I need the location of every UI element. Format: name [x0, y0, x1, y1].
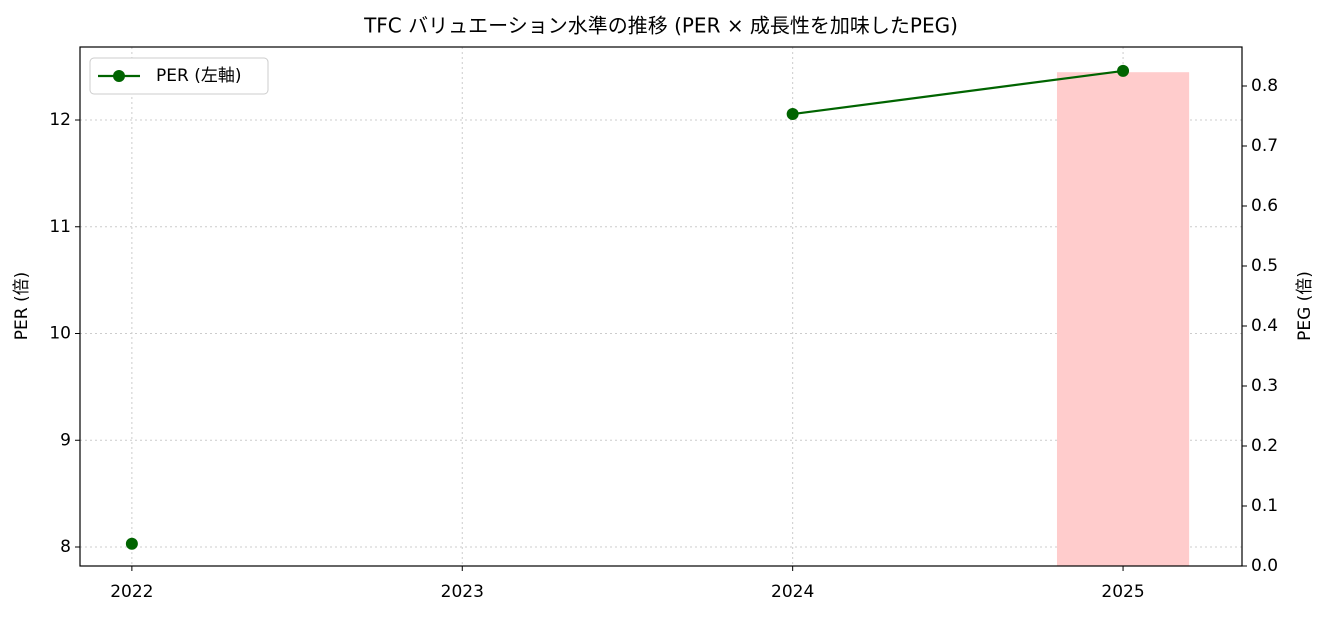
y-tick-label: 8	[60, 537, 71, 557]
y-tick-label: 12	[49, 110, 71, 130]
y2-tick-label: 0.2	[1251, 436, 1278, 456]
plot-frame	[79, 46, 1243, 567]
y2-tick-label: 0.5	[1251, 256, 1278, 276]
y2-tick-label: 0.7	[1251, 136, 1278, 156]
y-axis-label: PER (倍)	[12, 272, 32, 340]
y-tick-label: 9	[60, 430, 71, 450]
y2-tick-label: 0.6	[1251, 196, 1278, 216]
y2-axis-label: PEG (倍)	[1295, 271, 1315, 341]
y2-tick-label: 0.1	[1251, 496, 1278, 516]
line	[792, 69, 1124, 116]
y-tick-label: 10	[49, 324, 71, 344]
y2-tick-label: 0.0	[1251, 556, 1278, 576]
legend-label: PER (左軸)	[156, 66, 241, 86]
point	[786, 108, 799, 121]
x-tick-label: 2022	[110, 582, 153, 602]
legend-marker	[113, 70, 125, 82]
y2-tick-label: 0.8	[1251, 76, 1278, 96]
x-tick-label: 2023	[441, 582, 484, 602]
point	[1117, 64, 1130, 77]
bar	[1056, 72, 1190, 566]
chart-title: TFC バリュエーション水準の推移 (PER × 成長性を加味したPEG)	[363, 14, 958, 38]
x-tick-label: 2024	[771, 582, 814, 602]
legend-box	[89, 57, 269, 95]
point	[125, 537, 138, 550]
y-tick-label: 11	[49, 217, 71, 237]
x-tick-label: 2025	[1101, 582, 1144, 602]
y2-tick-label: 0.3	[1251, 376, 1278, 396]
y2-tick-label: 0.4	[1251, 316, 1278, 336]
